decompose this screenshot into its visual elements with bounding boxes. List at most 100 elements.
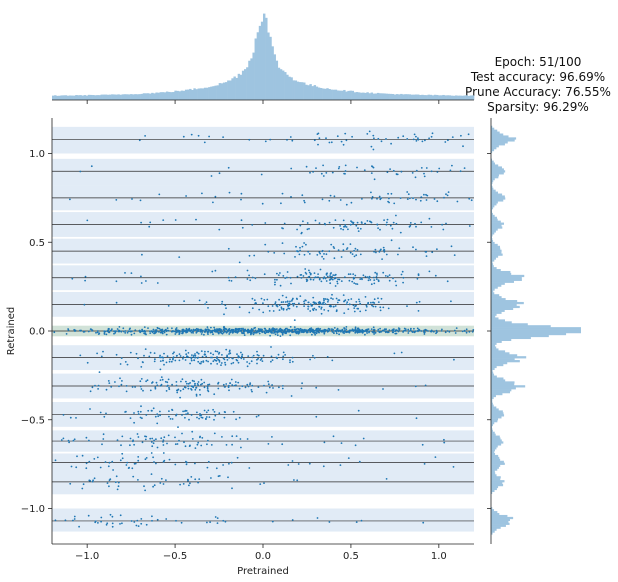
scatter-point xyxy=(360,330,363,333)
scatter-point xyxy=(423,175,426,178)
scatter-point xyxy=(270,355,273,358)
scatter-point xyxy=(327,300,329,303)
scatter-point xyxy=(250,330,253,333)
right-hist-bar xyxy=(491,251,502,254)
scatter-point xyxy=(258,332,261,335)
top-hist-bar xyxy=(73,95,76,100)
scatter-point xyxy=(156,422,159,425)
scatter-point xyxy=(72,519,74,522)
scatter-point xyxy=(399,197,402,200)
scatter-point xyxy=(169,358,171,361)
scatter-point xyxy=(467,133,470,136)
scatter-point xyxy=(291,519,294,521)
scatter-point xyxy=(207,330,210,333)
scatter-point xyxy=(339,329,342,332)
scatter-point xyxy=(277,274,280,276)
scatter-point xyxy=(379,306,382,309)
scatter-point xyxy=(336,282,339,285)
scatter-point xyxy=(303,330,306,333)
right-hist-bar xyxy=(491,334,549,338)
scatter-point xyxy=(141,441,144,444)
right-hist-bar xyxy=(491,247,501,250)
scatter-point xyxy=(108,328,110,330)
scatter-point xyxy=(226,329,229,332)
scatter-point xyxy=(271,384,273,386)
right-hist-bar xyxy=(491,253,503,256)
scatter-point xyxy=(282,301,285,303)
y-tick-label: 0.0 xyxy=(29,327,45,338)
scatter-point xyxy=(446,280,449,283)
scatter-point xyxy=(352,273,355,275)
scatter-point xyxy=(122,327,125,330)
scatter-point xyxy=(103,333,106,335)
scatter-point xyxy=(308,271,311,274)
scatter-point xyxy=(83,303,86,306)
scatter-point xyxy=(207,409,210,412)
scatter-point xyxy=(221,436,223,438)
scatter-point xyxy=(314,219,317,222)
top-hist-bar xyxy=(260,21,264,100)
scatter-point xyxy=(465,331,468,334)
scatter-point xyxy=(89,328,92,330)
scatter-point xyxy=(222,136,225,139)
scatter-point xyxy=(201,192,203,195)
scatter-point xyxy=(305,273,308,275)
scatter-point xyxy=(272,327,274,329)
scatter-point xyxy=(85,467,88,470)
scatter-point xyxy=(354,274,357,277)
scatter-point xyxy=(351,221,353,224)
scatter-point xyxy=(261,202,264,205)
scatter-point xyxy=(150,330,153,332)
scatter-point xyxy=(358,298,360,301)
right-hist-bar xyxy=(491,239,494,243)
scatter-point xyxy=(195,218,197,221)
scatter-point xyxy=(131,198,133,200)
scatter-point xyxy=(99,411,102,414)
scatter-point xyxy=(208,383,211,386)
top-hist-bar xyxy=(452,95,456,100)
top-hist-bar xyxy=(303,82,306,100)
scatter-point xyxy=(308,269,310,272)
scatter-point xyxy=(322,277,325,280)
scatter-point xyxy=(342,143,345,146)
scatter-point xyxy=(143,329,146,332)
scatter-point xyxy=(341,329,344,332)
scatter-point xyxy=(278,309,281,311)
scatter-point xyxy=(435,332,437,335)
scatter-point xyxy=(216,522,219,524)
scatter-point xyxy=(167,378,170,381)
scatter-point xyxy=(181,378,184,381)
scatter-point xyxy=(376,223,379,226)
scatter-point xyxy=(105,333,108,336)
scatter-point xyxy=(273,332,275,334)
top-hist-bar xyxy=(334,89,338,100)
scatter-point xyxy=(313,307,316,310)
scatter-point xyxy=(279,329,281,332)
scatter-point xyxy=(120,444,122,447)
scatter-point xyxy=(115,353,118,356)
scatter-point xyxy=(240,192,243,195)
y-tick-label: 1.0 xyxy=(29,149,45,160)
scatter-point xyxy=(326,272,328,275)
scatter-point xyxy=(334,273,337,276)
scatter-point xyxy=(385,138,387,140)
scatter-point xyxy=(110,386,113,388)
scatter-point xyxy=(184,445,187,448)
scatter-point xyxy=(206,326,209,328)
scatter-point xyxy=(392,169,395,172)
scatter-point xyxy=(337,249,340,252)
scatter-point xyxy=(241,226,244,229)
top-hist-bar xyxy=(244,69,247,100)
scatter-point xyxy=(348,331,351,334)
scatter-point xyxy=(391,329,394,332)
scatter-point xyxy=(307,301,310,304)
scatter-point xyxy=(364,329,367,332)
scatter-point xyxy=(318,137,321,140)
scatter-point xyxy=(199,413,201,415)
scatter-point xyxy=(127,330,130,333)
scatter-point xyxy=(361,198,363,200)
scatter-point xyxy=(397,136,400,139)
right-hist-bar xyxy=(491,298,506,301)
scatter-point xyxy=(386,218,389,221)
scatter-point xyxy=(236,456,239,459)
